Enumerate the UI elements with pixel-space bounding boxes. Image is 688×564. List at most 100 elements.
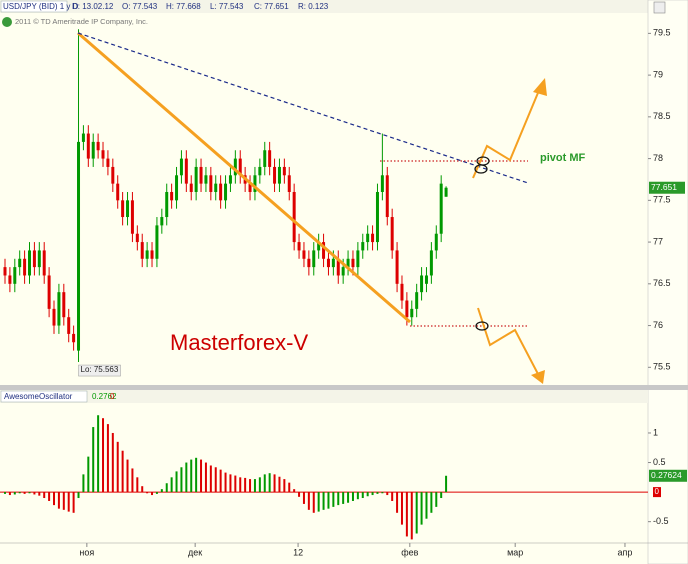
header: USD/JPY (BID) 1 y DD: 13.02.12 O: 77.543 H…: [0, 0, 329, 13]
oscillator-bar: [106, 424, 109, 493]
candle-body: [263, 150, 267, 167]
oscillator-bar: [185, 462, 188, 493]
candle-body: [199, 166, 203, 184]
oscillator-bar: [126, 459, 129, 493]
oscillator-bar: [13, 492, 16, 495]
candle-body: [47, 275, 51, 309]
oscillator-bar: [190, 459, 193, 493]
candle-body: [287, 175, 291, 192]
oscillator-bar: [214, 467, 217, 493]
candle-body: [273, 166, 277, 184]
oscillator-bar: [327, 492, 330, 509]
candle-body: [434, 233, 438, 251]
oscillator-bar: [48, 492, 51, 501]
oscillator-bar: [253, 479, 256, 493]
candle-body: [32, 250, 36, 268]
header-field: USD/JPY (BID) 1 y D: [3, 2, 79, 11]
oscillator-bar: [82, 474, 85, 493]
oscillator-bar: [28, 492, 31, 494]
oscillator-bar: [391, 492, 394, 501]
candle-body: [356, 250, 360, 268]
x-tick-label: фев: [401, 547, 418, 557]
oscillator-bar: [180, 467, 183, 493]
oscillator-bar: [18, 492, 21, 494]
oscillator-bar: [405, 492, 408, 537]
overlay: [77, 31, 547, 384]
oscillator-bar: [38, 492, 41, 496]
candle-body: [111, 166, 115, 184]
oscillator-bar: [72, 492, 75, 513]
candle-body: [18, 258, 22, 268]
candle-body: [204, 175, 208, 184]
candle-body: [326, 258, 330, 268]
y-tick-label: 78: [653, 153, 663, 163]
oscillator-bar: [361, 492, 364, 499]
candle-body: [189, 183, 193, 192]
candle-body: [170, 191, 174, 201]
candle-body: [366, 233, 370, 243]
header-field: R: 0.123: [298, 2, 329, 11]
candle-body: [410, 308, 414, 318]
candle-body: [81, 133, 85, 142]
candle-body: [439, 183, 443, 234]
y-tick-label: 78.5: [653, 111, 671, 121]
candle-body: [165, 191, 169, 218]
header-field: L: 77.543: [210, 2, 244, 11]
candle-body: [67, 317, 71, 334]
oscillator-bar: [97, 415, 100, 493]
candle-body: [77, 141, 81, 351]
oscillator-bar: [209, 465, 212, 493]
candle-body: [96, 141, 100, 151]
candle-body: [184, 158, 188, 184]
oscillator-bar: [204, 462, 207, 493]
arrow-up-head: [533, 78, 547, 96]
arrow-down-path: [477, 307, 539, 375]
y-tick-label: 0.5: [653, 457, 666, 467]
candle-body: [121, 200, 125, 218]
oscillator-bar: [151, 492, 154, 496]
candle-body: [268, 150, 272, 167]
y-tick-label: 79: [653, 69, 663, 79]
oscillator-bar: [351, 492, 354, 501]
menu-button[interactable]: [653, 1, 666, 14]
oscillator-bar: [371, 492, 374, 496]
oscillator-bar: [386, 492, 389, 496]
candle-body: [57, 292, 61, 326]
candle-body: [341, 267, 345, 276]
oscillator-bar: [33, 492, 36, 495]
candle-body: [219, 183, 223, 201]
header-field: D: 13.02.12: [72, 2, 114, 11]
candle-body: [86, 133, 90, 159]
oscillator-bar: [278, 476, 281, 493]
candle-body: [233, 158, 237, 176]
candle-body: [385, 175, 389, 218]
logo-icon: [2, 17, 12, 27]
oscillator-bar: [332, 492, 335, 507]
x-tick-label: 12: [293, 547, 303, 557]
oscillator-bar: [195, 457, 198, 493]
zero-label-box: [653, 487, 661, 498]
oscillator-bar: [440, 492, 443, 499]
y-tick-label: 1: [653, 427, 658, 437]
oscillator-bar: [312, 492, 315, 513]
low-label: Lo: 75.563: [81, 365, 119, 374]
oscillator-bar: [415, 492, 418, 534]
oscillator-bar: [410, 492, 413, 540]
candle-body: [312, 250, 316, 268]
oscillator-bar: [146, 492, 149, 494]
candle-body: [322, 242, 326, 259]
oscillator-bar: [288, 482, 291, 493]
oscillator-bar: [165, 483, 168, 493]
candle-body: [179, 158, 183, 176]
oscillator-bar: [293, 489, 296, 493]
oscillator-bar: [273, 474, 276, 493]
y-tick-label: -0.5: [653, 516, 669, 526]
oscillator-bar: [136, 477, 139, 493]
oscillator-bar: [396, 492, 399, 513]
oscillator-bar: [356, 492, 359, 500]
oscillator-bar: [263, 474, 266, 493]
candle-body: [336, 258, 340, 276]
candle-body: [145, 250, 149, 259]
